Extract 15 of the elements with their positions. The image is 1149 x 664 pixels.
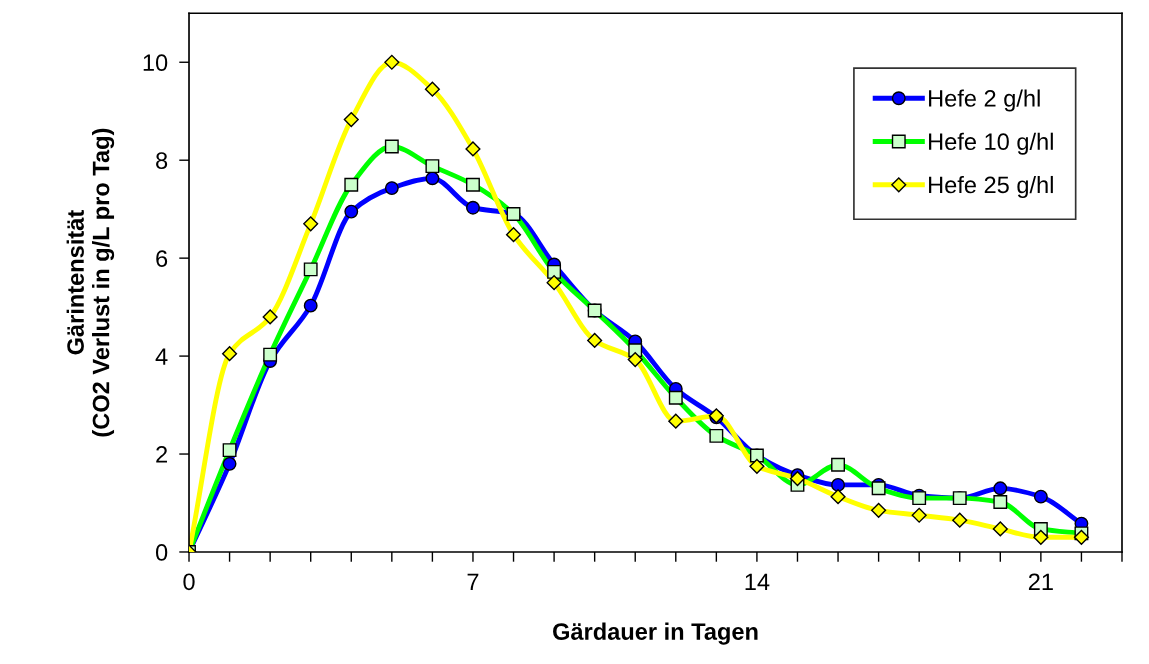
x-tick-label: 14 xyxy=(745,573,770,590)
legend-label: Hefe 10 g/hl xyxy=(929,132,1053,155)
legend-label: Hefe 25 g/hl xyxy=(929,175,1053,198)
y-axis-title: Gärintensität (CO2 Verlust in g/L pro Tag) xyxy=(66,128,115,437)
x-tick-label: 7 xyxy=(467,573,479,590)
y-tick-label: 6 xyxy=(156,250,168,267)
y-tick-label: 8 xyxy=(156,152,168,169)
y-tick-label: 2 xyxy=(156,446,167,463)
x-tick-label: 0 xyxy=(183,573,195,591)
y-tick-label: 0 xyxy=(155,544,168,561)
legend-label: Hefe 2 g/hl xyxy=(929,89,1040,112)
x-axis-title: Gärdauer in Tagen xyxy=(553,622,758,645)
y-tick-label: 10 xyxy=(143,54,168,72)
y-tick-label: 4 xyxy=(155,348,168,365)
x-tick-label: 21 xyxy=(1028,573,1053,590)
